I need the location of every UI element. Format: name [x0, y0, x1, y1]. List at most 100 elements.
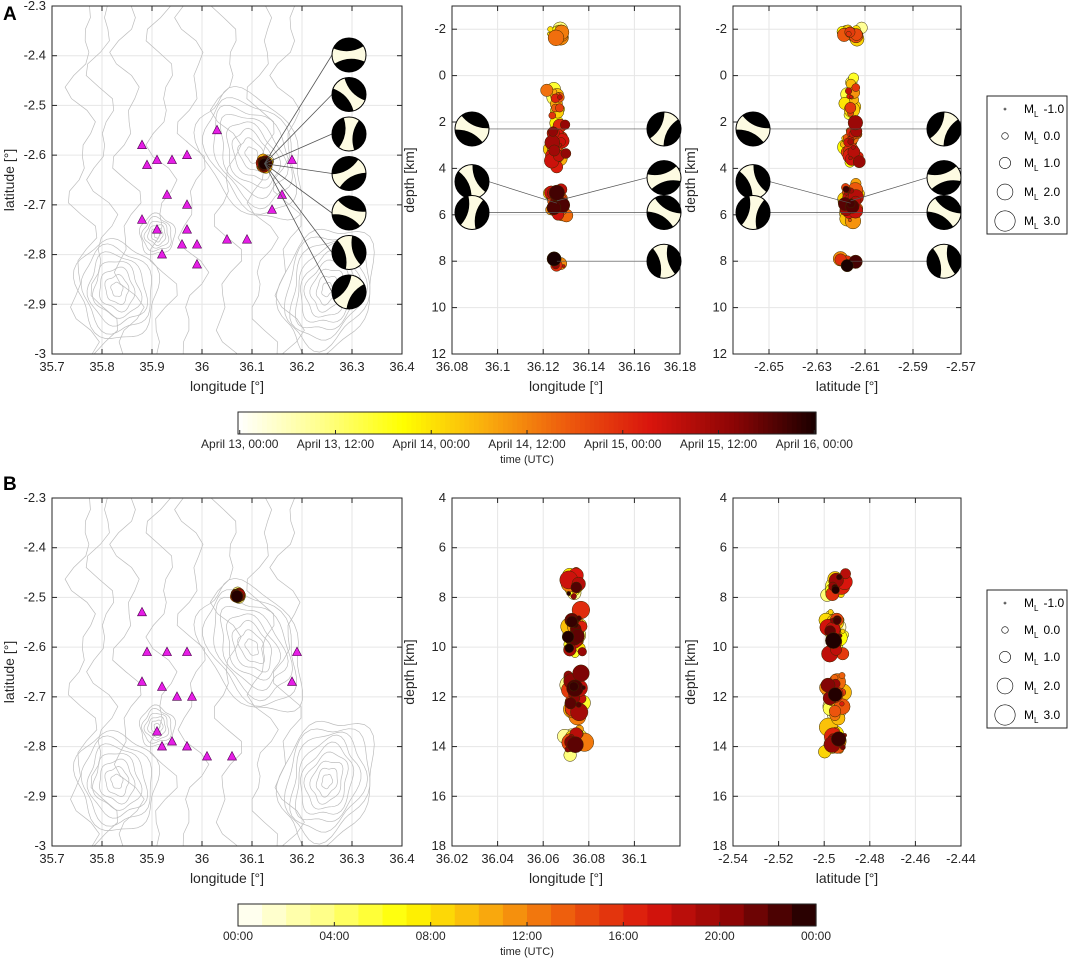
colorbar-a-swatch [392, 412, 398, 434]
map-b-contour-line [145, 498, 178, 846]
legend-a-marker [994, 210, 1016, 232]
map-a-xlabel: longitude [°] [190, 378, 264, 394]
colorbar-a-swatch [796, 412, 803, 434]
colorbar-a-swatch [560, 412, 567, 434]
event-marker [845, 87, 853, 95]
colorbar-a-swatch [671, 412, 677, 434]
event-marker [548, 111, 557, 120]
colorbar-b-swatch [575, 904, 600, 926]
colorbar-a-swatch [734, 412, 740, 434]
beachball-quadrant [946, 244, 961, 275]
legend-b-marker [994, 704, 1016, 726]
colorbar-a-swatch [425, 412, 432, 434]
focal-mechanism-leader [264, 133, 333, 164]
colorbar-a-swatch [584, 412, 591, 434]
depth-lon-a-xtick-label: 36.1 [485, 359, 510, 374]
map-b-xtick-label: 36.4 [389, 851, 414, 866]
beachball-quadrant [927, 211, 954, 230]
colorbar-b-tick-label: 08:00 [416, 929, 446, 943]
colorbar-a-swatch [247, 412, 254, 434]
beachball-quadrant [455, 195, 470, 226]
depth-lat-b-xtick-label: -2.46 [901, 851, 931, 866]
focal-mechanism-beachball [926, 160, 962, 196]
focal-mechanism-beachball [735, 111, 771, 147]
focal-mechanism-beachball [926, 194, 962, 230]
colorbar-a-swatch [334, 412, 340, 434]
event-marker [568, 681, 579, 692]
colorbar-b-swatch [406, 904, 432, 926]
colorbar-a-swatch [435, 412, 441, 434]
map-b-ytick-label: -2.3 [24, 490, 46, 505]
focal-mechanism-beachball [646, 243, 682, 279]
station-triangle [182, 149, 192, 159]
legend-b-label-value: 2.0 [1043, 679, 1060, 693]
colorbar-a-swatch [589, 412, 596, 434]
depth-lat-a-xtick-label: -2.63 [802, 359, 832, 374]
colorbar-a-swatch [719, 412, 726, 434]
colorbar-a-swatch [777, 412, 783, 434]
colorbar-a-swatch [478, 412, 485, 434]
colorbar-a-swatch [637, 412, 644, 434]
colorbar-a-swatch [353, 412, 360, 434]
station-triangle [182, 646, 192, 656]
legend-b-label: ML 1.0 [1024, 650, 1060, 667]
focal-mechanism-leader [264, 54, 333, 164]
focal-mechanism-leader [264, 163, 333, 214]
focal-mechanism-beachball [926, 243, 962, 279]
colorbar-a-swatch [295, 412, 302, 434]
beachball-quadrant [742, 111, 770, 129]
focal-mechanism-beachball [331, 37, 367, 73]
beachball-quadrant [736, 129, 764, 146]
colorbar-b-swatch [286, 904, 311, 926]
depth-lon-b-xlabel: longitude [°] [529, 870, 603, 886]
station-triangle [177, 238, 187, 249]
legend-b-label-sub: L [1034, 658, 1039, 667]
depth-lon-a-xtick-label: 36.12 [527, 359, 560, 374]
legend-b-label: ML 0.0 [1024, 623, 1060, 640]
map-a-contour-line [315, 275, 338, 306]
map-b-contour-line [246, 498, 279, 846]
depth-lat-b-ytick-label: 14 [713, 739, 727, 754]
focal-mechanism-beachball [331, 235, 367, 270]
legend-a-label-sub: L [1034, 137, 1039, 146]
map-a-contour-line [309, 268, 344, 313]
event-marker [570, 593, 577, 600]
depth-lat-a: -2.65 -2.63 -2.61 -2.59 -2.57 -2 0 2 4 6 8 10 12 lati… [682, 5, 976, 394]
colorbar-a-swatch [657, 412, 663, 434]
panel-letter-a: A [3, 4, 17, 25]
event-marker [540, 83, 554, 97]
map-a-ytick-label: -2.4 [24, 48, 46, 63]
colorbar-a-swatch [661, 412, 668, 434]
colorbar-a-swatch [498, 412, 504, 434]
station-triangle [277, 189, 287, 199]
colorbar-a-swatch [575, 412, 581, 434]
colorbar-a-tick-label: April 16, 00:00 [776, 437, 854, 451]
colorbar-a-swatch [690, 412, 697, 434]
map-a-ytick-label: -2.9 [24, 296, 46, 311]
map-a-xtick-label: 36.1 [239, 359, 264, 374]
colorbar-a-swatch [454, 412, 461, 434]
depth-lon-b-ytick-label: 8 [439, 589, 446, 604]
colorbar-a-swatch [681, 412, 687, 434]
station-triangle [287, 154, 297, 164]
depth-lon-a-ytick-label: -2 [434, 21, 446, 36]
map-a-contour-line [80, 243, 152, 335]
colorbar-a-swatch [488, 412, 494, 434]
colorbar-a-swatch [406, 412, 412, 434]
depth-lon-a-background [452, 6, 680, 354]
depth-lat-a-focal-mechanisms [735, 111, 962, 279]
event-marker [828, 705, 842, 718]
event-marker [555, 103, 565, 113]
colorbar-a-swatch [469, 412, 475, 434]
map-a-contour-line [193, 85, 303, 221]
colorbar-a-swatch [676, 412, 682, 434]
map-a-ytick-label: -2.8 [24, 247, 46, 262]
map-a-contour-line [321, 282, 334, 298]
map-b-contour-line [64, 498, 100, 846]
event-marker [546, 251, 562, 267]
depth-lat-b-xtick-label: -2.5 [813, 851, 835, 866]
legend-a-label-prefix: M [1024, 129, 1034, 143]
event-marker [840, 259, 854, 273]
colorbar-b-swatch [430, 904, 456, 926]
map-a-contour-line [72, 237, 161, 339]
